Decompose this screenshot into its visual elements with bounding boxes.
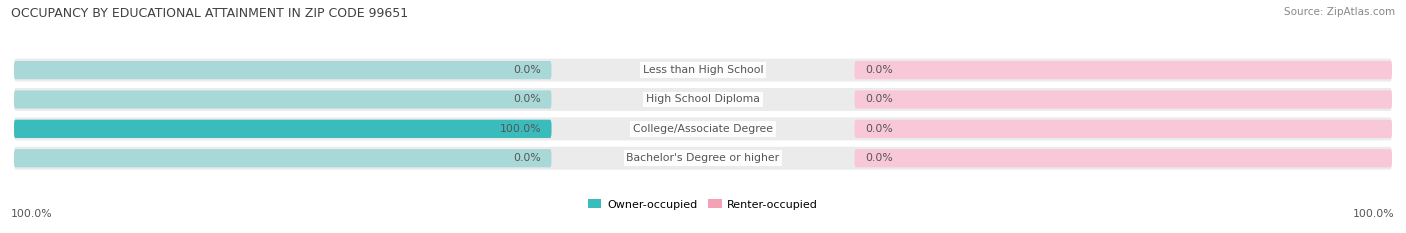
Text: 100.0%: 100.0% xyxy=(499,124,541,134)
FancyBboxPatch shape xyxy=(855,120,1392,138)
Text: 0.0%: 0.0% xyxy=(513,65,541,75)
Text: 100.0%: 100.0% xyxy=(1353,209,1395,219)
FancyBboxPatch shape xyxy=(855,149,1392,167)
Text: Less than High School: Less than High School xyxy=(643,65,763,75)
Text: 0.0%: 0.0% xyxy=(513,153,541,163)
Text: 0.0%: 0.0% xyxy=(865,65,893,75)
Text: 0.0%: 0.0% xyxy=(865,94,893,104)
FancyBboxPatch shape xyxy=(14,120,551,138)
Text: 0.0%: 0.0% xyxy=(865,153,893,163)
FancyBboxPatch shape xyxy=(14,117,1392,140)
Text: Source: ZipAtlas.com: Source: ZipAtlas.com xyxy=(1284,7,1395,17)
FancyBboxPatch shape xyxy=(855,61,1392,79)
Text: Bachelor's Degree or higher: Bachelor's Degree or higher xyxy=(627,153,779,163)
FancyBboxPatch shape xyxy=(14,90,551,109)
Legend: Owner-occupied, Renter-occupied: Owner-occupied, Renter-occupied xyxy=(583,195,823,214)
Text: 0.0%: 0.0% xyxy=(513,94,541,104)
Text: 0.0%: 0.0% xyxy=(865,124,893,134)
Text: OCCUPANCY BY EDUCATIONAL ATTAINMENT IN ZIP CODE 99651: OCCUPANCY BY EDUCATIONAL ATTAINMENT IN Z… xyxy=(11,7,408,20)
FancyBboxPatch shape xyxy=(14,88,1392,111)
FancyBboxPatch shape xyxy=(14,120,551,138)
FancyBboxPatch shape xyxy=(14,147,1392,170)
FancyBboxPatch shape xyxy=(855,90,1392,109)
Text: College/Associate Degree: College/Associate Degree xyxy=(633,124,773,134)
FancyBboxPatch shape xyxy=(14,59,1392,82)
Text: High School Diploma: High School Diploma xyxy=(647,94,759,104)
Text: 100.0%: 100.0% xyxy=(11,209,53,219)
FancyBboxPatch shape xyxy=(14,149,551,167)
FancyBboxPatch shape xyxy=(14,61,551,79)
